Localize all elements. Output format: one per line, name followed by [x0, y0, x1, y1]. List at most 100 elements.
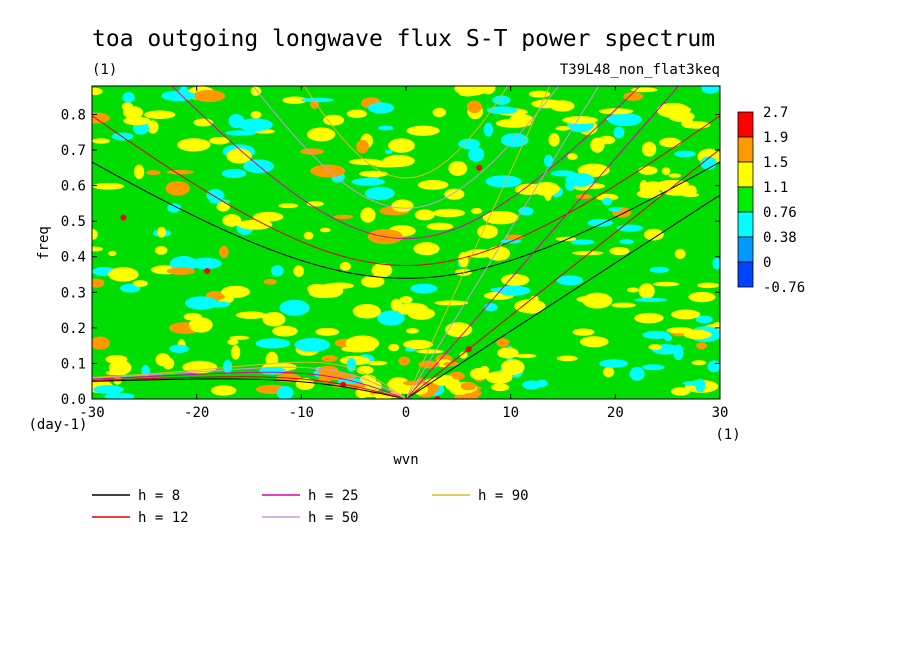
power-patch: [707, 360, 720, 373]
power-patch: [216, 201, 230, 212]
power-patch: [222, 214, 242, 227]
power-patch: [652, 281, 680, 287]
power-patch: [681, 118, 694, 128]
power-patch: [364, 186, 395, 200]
power-patch: [360, 207, 376, 223]
power-patch: [399, 296, 413, 304]
y-tick-label: 0.5: [61, 214, 86, 230]
colorbar-label: 0.38: [763, 230, 797, 246]
power-patch: [276, 386, 294, 399]
power-patch: [154, 246, 168, 255]
power-patch: [659, 137, 682, 148]
power-patch: [315, 327, 340, 336]
power-patch: [166, 169, 194, 175]
power-patch: [105, 354, 128, 364]
x-tick-label: -10: [289, 405, 314, 421]
colorbar-label: -0.76: [763, 280, 805, 296]
power-patch: [413, 242, 440, 256]
power-patch: [255, 338, 291, 349]
kelvin-wave-curve: [405, 86, 680, 399]
power-patch: [391, 199, 414, 212]
power-patch: [497, 347, 519, 359]
y-unit-label: (day-1): [28, 417, 87, 433]
power-patch: [485, 371, 513, 384]
y-tick-label: 0.3: [61, 285, 86, 301]
rossby-wave-curve: [92, 361, 407, 399]
power-patch: [426, 222, 454, 231]
power-patch: [590, 137, 605, 153]
power-patch: [470, 207, 483, 215]
power-patch: [92, 336, 110, 350]
power-patch: [221, 168, 247, 178]
power-patch: [367, 102, 395, 114]
power-patch: [306, 127, 336, 142]
power-patch: [688, 291, 716, 303]
power-patch: [206, 189, 225, 202]
power-patch: [565, 172, 595, 187]
power-patch: [555, 126, 571, 131]
power-patch: [486, 246, 511, 261]
power-patch: [324, 282, 355, 290]
power-patch: [437, 374, 454, 383]
power-patch: [351, 178, 385, 186]
power-patch: [638, 283, 655, 299]
power-patch: [674, 248, 686, 259]
power-patch: [466, 100, 482, 114]
gravity-wave-curve: [171, 86, 641, 240]
power-field: [92, 86, 720, 399]
legend-label: h = 90: [478, 488, 529, 504]
power-patch: [303, 231, 314, 240]
power-peak: [120, 214, 127, 221]
power-patch: [210, 385, 237, 396]
power-patch: [486, 106, 518, 115]
power-patch: [469, 367, 490, 380]
power-patch: [712, 322, 720, 328]
power-patch: [377, 125, 394, 131]
power-patch: [221, 285, 251, 298]
power-patch: [346, 357, 357, 372]
power-patch: [695, 315, 713, 324]
power-patch: [146, 170, 161, 176]
power-patch: [92, 138, 111, 144]
power-patch: [310, 164, 346, 178]
power-patch: [567, 153, 578, 161]
rossby-wave-curve: [92, 371, 407, 399]
power-patch: [673, 344, 684, 361]
colorbar-label: 1.1: [763, 180, 788, 196]
gravity-wave-curve: [92, 115, 720, 267]
power-patch: [398, 302, 428, 315]
power-patch: [500, 133, 529, 148]
power-patch: [482, 210, 519, 225]
power-patch: [674, 150, 696, 158]
y-tick-label: 0.0: [61, 392, 86, 408]
power-patch: [550, 100, 575, 112]
power-patch: [448, 161, 468, 176]
power-patch: [443, 361, 460, 367]
power-patch: [607, 112, 642, 127]
colorbar-swatch: [737, 111, 754, 138]
power-patch: [668, 173, 682, 178]
power-patch: [184, 296, 218, 310]
power-patch: [359, 374, 377, 384]
power-patch: [122, 92, 135, 103]
power-patch: [556, 275, 584, 286]
power-patch: [92, 87, 103, 96]
power-patch: [104, 392, 135, 399]
power-patch: [595, 193, 619, 201]
x-tick-label: 20: [607, 405, 624, 421]
power-patch: [167, 203, 182, 213]
power-peak: [434, 396, 441, 399]
power-patch: [458, 251, 469, 268]
power-patch: [93, 385, 124, 394]
power-patch: [648, 344, 662, 350]
chart-subtitle-right: T39L48_non_flat3keq: [560, 62, 720, 78]
power-patch: [459, 351, 468, 359]
power-patch: [188, 317, 213, 333]
power-patch: [352, 303, 381, 319]
power-patch: [575, 194, 592, 200]
power-patch: [649, 266, 670, 273]
power-patch: [157, 226, 166, 238]
power-patch: [192, 89, 226, 103]
power-patch: [643, 228, 664, 241]
power-patch: [108, 250, 117, 256]
